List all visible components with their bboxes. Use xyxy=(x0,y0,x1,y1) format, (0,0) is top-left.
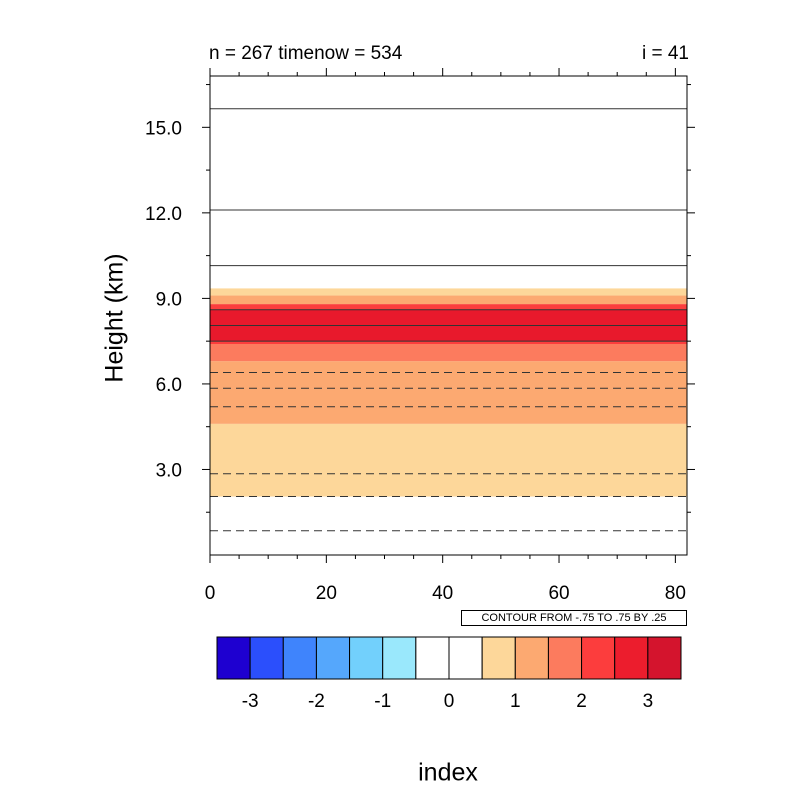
y-tick-label: 15.0 xyxy=(145,118,182,139)
colorbar-swatch xyxy=(481,636,516,680)
colorbar-label: -2 xyxy=(308,691,325,712)
x-tick-label: 40 xyxy=(432,583,453,604)
y-tick-label: 6.0 xyxy=(156,375,182,396)
x-axis-label: index xyxy=(418,758,478,787)
colorbar-label: 3 xyxy=(643,691,654,712)
x-tick-label: 60 xyxy=(548,583,569,604)
colorbar-swatch xyxy=(514,636,549,680)
colorbar-label: 2 xyxy=(576,691,587,712)
colorbar-label: -1 xyxy=(374,691,391,712)
colorbar-label: 1 xyxy=(510,691,521,712)
y-tick-label: 12.0 xyxy=(145,204,182,225)
contour-band xyxy=(210,304,687,310)
contour-band xyxy=(210,361,687,424)
y-axis-label-text: Height (km) xyxy=(100,253,129,383)
colorbar-swatch xyxy=(581,636,616,680)
colorbar-label: 0 xyxy=(444,691,455,712)
contour-info-box: CONTOUR FROM -.75 TO .75 BY .25 xyxy=(461,610,687,626)
colorbar-swatch xyxy=(448,636,483,680)
colorbar-swatch xyxy=(349,636,384,680)
colorbar-swatch xyxy=(547,636,583,680)
contour-band xyxy=(210,288,687,296)
x-tick-label: 20 xyxy=(316,583,337,604)
colorbar-swatch xyxy=(647,636,682,680)
contour-band xyxy=(210,423,687,497)
plot-frame xyxy=(209,75,688,556)
colorbar-swatch xyxy=(249,636,284,680)
colorbar-swatch xyxy=(315,636,351,680)
colorbar-swatch xyxy=(382,636,417,680)
colorbar-swatch xyxy=(282,636,317,680)
plot-title-left: n = 267 timenow = 534 xyxy=(209,43,403,64)
contour-band xyxy=(210,295,687,305)
contour-band xyxy=(210,341,687,345)
plot-title-right: i = 41 xyxy=(641,43,689,64)
colorbar-swatch xyxy=(614,636,649,680)
colorbar-label: -3 xyxy=(242,691,259,712)
x-tick-label: 80 xyxy=(665,583,686,604)
colorbar-swatch xyxy=(216,636,251,680)
colorbar-swatch xyxy=(415,636,450,680)
y-tick-label: 3.0 xyxy=(156,460,182,481)
y-tick-label: 9.0 xyxy=(156,289,182,310)
x-tick-label: 0 xyxy=(205,583,216,604)
contour-band xyxy=(210,344,687,362)
